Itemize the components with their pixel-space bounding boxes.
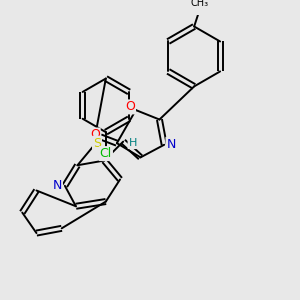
Text: N: N — [52, 178, 62, 192]
Text: S: S — [93, 137, 101, 150]
Text: O: O — [125, 100, 135, 113]
Text: N: N — [167, 138, 176, 151]
Text: CH₃: CH₃ — [191, 0, 209, 8]
Text: Cl: Cl — [100, 147, 112, 160]
Text: O: O — [90, 128, 100, 142]
Text: H: H — [128, 138, 137, 148]
